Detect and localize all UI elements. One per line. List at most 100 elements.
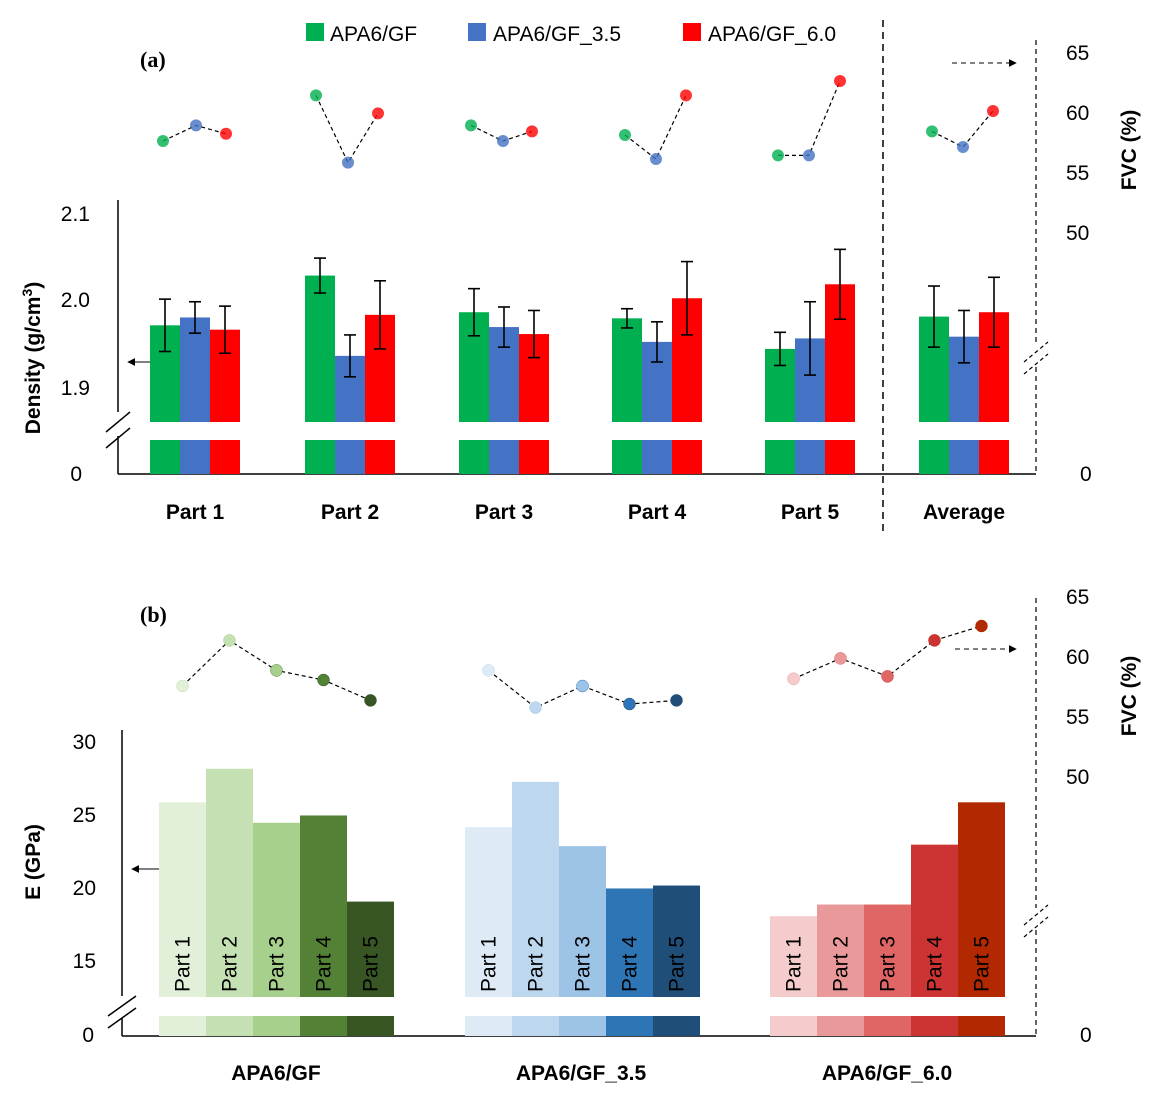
b-y-axis-break <box>107 1007 137 1029</box>
b-y-tick-label: 30 <box>73 731 96 754</box>
a-y2-tick-label: 65 <box>1066 42 1089 65</box>
b-fvc-point-apa6-gf <box>223 634 236 647</box>
b-y-tick-label: 25 <box>73 804 96 827</box>
a-bar-base-apa6-gf-6-0 <box>210 440 240 474</box>
a-x-tick-label-part-1: Part 1 <box>166 501 225 524</box>
b-y-tick-label: 0 <box>82 1024 94 1047</box>
a-bar-base-apa6-gf-6-0 <box>672 440 702 474</box>
a-y2-tick-label: 50 <box>1066 222 1089 245</box>
a-bar-apa6-gf-3-5 <box>180 317 210 422</box>
a-y-tick-label: 2.0 <box>61 289 90 312</box>
b-y2-tick-label: 0 <box>1080 1024 1092 1047</box>
a-y2-tick-label: 60 <box>1066 102 1089 125</box>
b-y2-axis-break <box>1023 904 1049 926</box>
a-bar-base-apa6-gf-3-5 <box>180 440 210 474</box>
a-bar-base-apa6-gf <box>305 440 335 474</box>
a-y-axis-title: Density (g/cm3) <box>19 282 45 435</box>
a-fvc-point-apa6-gf-3-5 <box>803 149 815 162</box>
b-fvc-point-apa6-gf-6-0 <box>834 652 847 665</box>
a-bar-apa6-gf <box>305 275 335 422</box>
b-bar-label: Part 3 <box>572 936 595 992</box>
a-fvc-line <box>778 80 841 156</box>
b-y2-tick-label: 65 <box>1066 586 1089 609</box>
a-fvc-point-apa6-gf-3-5 <box>190 119 202 132</box>
b-y2-tick-label: 50 <box>1066 766 1089 789</box>
b-bar-base-apa6-gf-6-0 <box>864 1016 911 1036</box>
a-fvc-line <box>624 95 687 160</box>
b-bar-label: Part 4 <box>619 936 642 992</box>
b-fvc-point-apa6-gf-6-0 <box>975 619 988 633</box>
b-fvc-point-apa6-gf-3-5 <box>670 694 683 707</box>
b-bar-base-apa6-gf <box>300 1016 347 1036</box>
a-y-tick-label: 0 <box>70 463 82 486</box>
b-bar-base-apa6-gf <box>159 1016 206 1036</box>
b-bar-apa6-gf-3-5-part-2 <box>512 781 559 997</box>
b-fvc-point-apa6-gf-6-0 <box>881 670 894 683</box>
b-fvc-line <box>488 669 677 709</box>
a-x-tick-label-average: Average <box>923 501 1005 524</box>
b-bar-label: Part 1 <box>172 936 195 992</box>
b-bar-base-apa6-gf-3-5 <box>512 1016 559 1036</box>
a-fvc-point-apa6-gf-6-0 <box>987 105 999 117</box>
b-bar-apa6-gf-6-0-part-4 <box>911 844 958 997</box>
b-bar-base-apa6-gf-6-0 <box>817 1016 864 1036</box>
b-bar-label: Part 2 <box>219 936 242 992</box>
a-y-tick-label: 1.9 <box>61 377 90 400</box>
b-fvc-point-apa6-gf-3-5 <box>576 679 589 693</box>
a-bar-base-apa6-gf <box>919 440 949 474</box>
b-fvc-point-apa6-gf-3-5 <box>623 697 636 711</box>
legend: APA6/GF APA6/GF_3.5 APA6/GF_6.0 <box>306 23 836 46</box>
b-bar-apa6-gf-6-0-part-1 <box>770 916 817 997</box>
a-bar-base-apa6-gf-6-0 <box>365 440 395 474</box>
b-bar-label: Part 4 <box>924 936 947 992</box>
legend-swatch-apa6gf-6-0 <box>683 23 701 41</box>
b-bar-base-apa6-gf-3-5 <box>465 1016 512 1036</box>
a-fvc-point-apa6-gf-3-5 <box>650 153 662 165</box>
b-y-tick-label: 15 <box>73 950 96 973</box>
a-y-axis-break <box>105 411 131 433</box>
b-bar-base-apa6-gf-3-5 <box>559 1016 606 1036</box>
a-y2-tick-label: 55 <box>1066 162 1089 185</box>
b-x-tick-label-apa6-gf: APA6/GF <box>231 1062 321 1085</box>
b-bar-apa6-gf-3-5-part-3 <box>559 846 606 997</box>
a-bar-base-apa6-gf-6-0 <box>519 440 549 474</box>
b-bar-apa6-gf-6-0-part-5 <box>958 802 1005 997</box>
b-bar-label: Part 5 <box>666 936 689 992</box>
a-bar-base-apa6-gf <box>612 440 642 474</box>
a-bar-base-apa6-gf-3-5 <box>489 440 519 474</box>
b-bar-base-apa6-gf-3-5 <box>653 1016 700 1036</box>
b-fvc-point-apa6-gf <box>176 679 189 693</box>
b-bar-label: Part 1 <box>783 936 806 992</box>
b-x-tick-label-apa6-gf-3-5: APA6/GF_3.5 <box>516 1062 647 1085</box>
b-bar-label: Part 2 <box>525 936 548 992</box>
b-y-tick-label: 20 <box>73 877 96 900</box>
a-fvc-point-apa6-gf <box>772 149 784 162</box>
a-bar-base-apa6-gf-3-5 <box>335 440 365 474</box>
b-bar-apa6-gf-3-5-part-1 <box>465 827 512 997</box>
b-bar-label: Part 2 <box>830 936 853 992</box>
a-y2-axis-break <box>1023 341 1049 363</box>
a-bar-base-apa6-gf <box>150 440 180 474</box>
b-bar-apa6-gf-3-5-part-4 <box>606 888 653 997</box>
panel-b: (b) 30 25 20 15 0 E (GPa) 65 60 55 50 0 … <box>22 586 1141 1085</box>
b-y2-axis-title: FVC (%) <box>1118 656 1141 737</box>
b-bar-label: Part 5 <box>971 936 994 992</box>
b-bar-apa6-gf-3-5-part-5 <box>653 885 700 997</box>
a-x-tick-label-part-2: Part 2 <box>321 501 379 524</box>
b-bar-base-apa6-gf-6-0 <box>911 1016 958 1036</box>
a-bar-base-apa6-gf-3-5 <box>642 440 672 474</box>
b-bar-apa6-gf-part-4 <box>300 815 347 997</box>
b-fvc-point-apa6-gf-6-0 <box>787 672 800 686</box>
a-fvc-point-apa6-gf-6-0 <box>680 89 692 102</box>
b-bar-base-apa6-gf-6-0 <box>770 1016 817 1036</box>
b-bar-apa6-gf-6-0-part-2 <box>817 904 864 997</box>
b-fvc-point-apa6-gf <box>317 673 330 687</box>
a-bar-base-apa6-gf-6-0 <box>825 440 855 474</box>
a-fvc-point-apa6-gf-3-5 <box>497 135 509 147</box>
b-fvc-point-apa6-gf <box>364 694 377 707</box>
a-marks: Part 1 Part 2 Part 3 Part 4 Part 5 Average <box>150 75 1009 524</box>
a-bar-base-apa6-gf-3-5 <box>795 440 825 474</box>
a-fvc-point-apa6-gf <box>310 89 322 102</box>
b-bar-label: Part 3 <box>877 936 900 992</box>
